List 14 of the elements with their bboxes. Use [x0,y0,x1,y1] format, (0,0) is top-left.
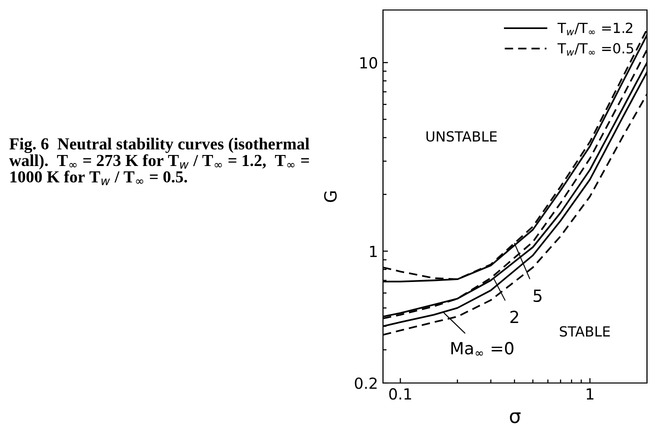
annotation: 5 [534,290,542,302]
chart-title: Fig. 6 Neutral stability curves (isothermal wall). T$_{∞}$ = 273 K for T$_{w}$ / T$_{∞}$ = 1.2, T$_{∞}$ = 1000 K for T$_{w}$ / T$_{∞}$ = 0.5. [9,138,310,186]
annotation: UNSTABLE [426,131,497,142]
y-tick-label: 0.2 [354,377,377,390]
y-tick-label: 1 [370,246,377,257]
annotation: Ma$_{∞}$ =0 [451,342,514,356]
legend-label: T$_{w}$/T$_{∞}$ =0.5 [558,43,634,56]
annotation: 2 [510,310,518,324]
x-axis-title: σ [510,412,521,424]
x-tick-label: 0.1 [389,388,412,400]
legend-label: T$_{w}$/T$_{∞}$ =1.2 [558,22,632,36]
annotation: STABLE [560,326,610,337]
y-axis-title: G [324,191,337,202]
y-tick-label: 10 [360,57,378,69]
